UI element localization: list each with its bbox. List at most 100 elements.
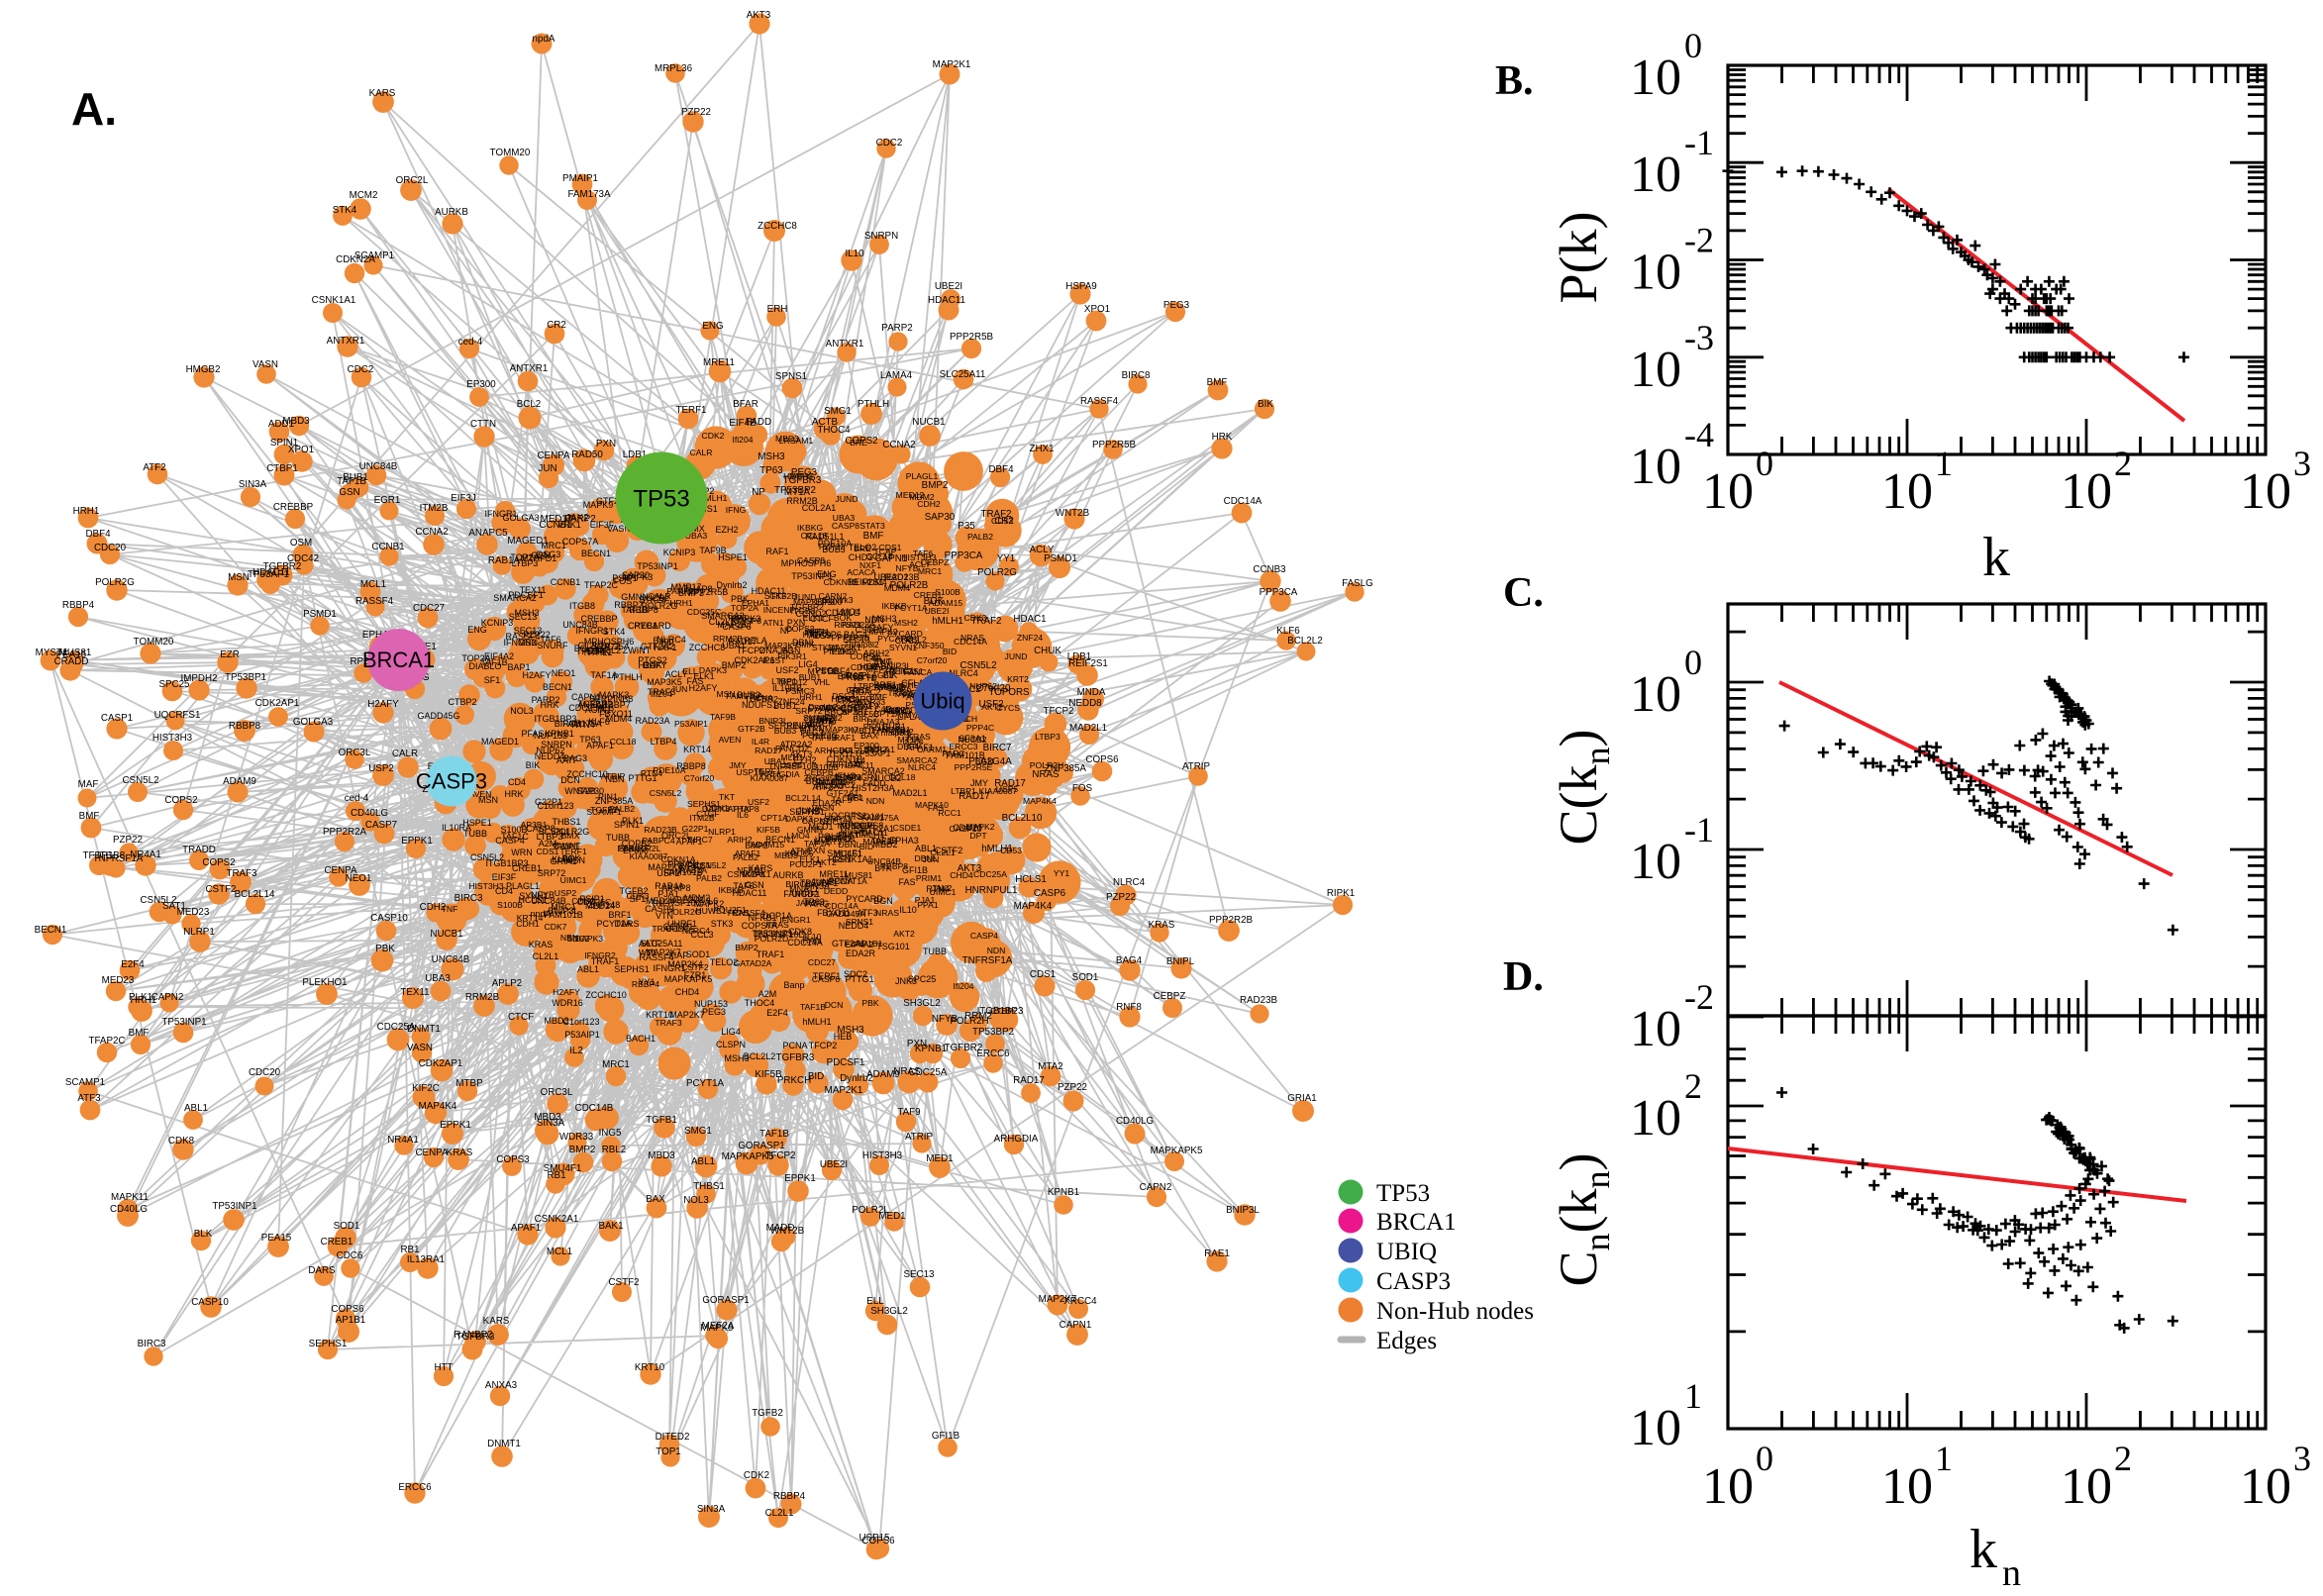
- svg-text:PDCSF1: PDCSF1: [827, 1057, 865, 1068]
- svg-text:CASP6: CASP6: [812, 974, 840, 984]
- svg-text:G22P1: G22P1: [682, 824, 709, 834]
- svg-text:COPS3: COPS3: [785, 624, 814, 634]
- svg-text:CDKN1B: CDKN1B: [824, 577, 858, 587]
- svg-text:-3: -3: [1684, 318, 1714, 357]
- svg-text:TNF: TNF: [442, 904, 458, 914]
- svg-text:DBF4: DBF4: [85, 529, 111, 540]
- svg-text:Dynlrb2: Dynlrb2: [716, 580, 747, 590]
- svg-text:GRIA1: GRIA1: [1287, 1093, 1316, 1104]
- svg-text:HIST3H3: HIST3H3: [862, 1150, 903, 1161]
- svg-text:SNRPN: SNRPN: [864, 231, 898, 242]
- svg-text:CDC6: CDC6: [337, 1250, 363, 1261]
- svg-text:AP3B1: AP3B1: [521, 820, 548, 830]
- svg-text:TGFBR3: TGFBR3: [776, 1052, 815, 1063]
- svg-text:FAM175A: FAM175A: [726, 691, 763, 701]
- svg-text:IMPDH2: IMPDH2: [180, 673, 217, 684]
- svg-text:DBF4: DBF4: [988, 464, 1014, 475]
- svg-text:COPS7A: COPS7A: [562, 537, 599, 547]
- svg-text:P53AIP1: P53AIP1: [674, 719, 708, 729]
- svg-text:TRAF3: TRAF3: [226, 868, 257, 879]
- svg-text:THAP8: THAP8: [683, 584, 712, 594]
- svg-text:ERCC6: ERCC6: [976, 1048, 1010, 1059]
- svg-text:MRE11: MRE11: [703, 357, 735, 368]
- svg-text:CTTN: CTTN: [470, 419, 496, 430]
- svg-text:PSMD1: PSMD1: [1044, 553, 1077, 564]
- svg-text:MAD2L1: MAD2L1: [892, 788, 927, 798]
- svg-text:NLRC4: NLRC4: [1113, 877, 1146, 888]
- svg-text:GORASP1: GORASP1: [702, 1295, 749, 1306]
- svg-text:0: 0: [1684, 26, 1702, 65]
- svg-text:CDK2AP1: CDK2AP1: [419, 1058, 463, 1069]
- svg-text:SOD1: SOD1: [334, 1221, 360, 1232]
- svg-text:k: k: [1970, 1519, 1997, 1580]
- svg-text:ZHX1: ZHX1: [1029, 444, 1054, 454]
- svg-text:ITGB8: ITGB8: [569, 601, 595, 611]
- svg-text:hMLH1: hMLH1: [802, 1017, 831, 1027]
- svg-text:PIP5K1A: PIP5K1A: [824, 647, 858, 656]
- svg-text:RNF8: RNF8: [1116, 1002, 1142, 1013]
- svg-text:BGN: BGN: [873, 896, 893, 906]
- svg-text:WRN: WRN: [511, 848, 533, 857]
- svg-text:PLK1: PLK1: [129, 992, 152, 1003]
- svg-text:POLR2G: POLR2G: [95, 577, 135, 588]
- svg-text:MAGED1: MAGED1: [481, 737, 519, 747]
- svg-text:BCL2L10: BCL2L10: [1002, 813, 1043, 824]
- svg-text:FAS: FAS: [898, 877, 915, 887]
- svg-text:CYCS: CYCS: [996, 703, 1020, 713]
- svg-text:TOMM20: TOMM20: [490, 148, 531, 158]
- svg-text:10: 10: [1630, 245, 1681, 301]
- svg-text:CDC2: CDC2: [348, 364, 374, 375]
- svg-text:TAF9: TAF9: [897, 1107, 920, 1118]
- svg-text:SF1: SF1: [484, 675, 501, 685]
- svg-text:GATAD2A: GATAD2A: [734, 958, 772, 968]
- svg-text:ANXA3: ANXA3: [485, 1380, 518, 1391]
- svg-text:CASP8: CASP8: [797, 555, 825, 565]
- svg-text:BIRC8: BIRC8: [1122, 370, 1151, 381]
- svg-text:DAPK3: DAPK3: [702, 804, 730, 814]
- svg-text:CASP10: CASP10: [191, 1297, 229, 1308]
- svg-text:KRAS: KRAS: [529, 940, 554, 949]
- svg-text:TP53INP1: TP53INP1: [212, 1201, 256, 1212]
- svg-text:TP53INP1: TP53INP1: [161, 1017, 206, 1028]
- svg-text:CSN5L2: CSN5L2: [650, 788, 682, 798]
- svg-text:MCM2: MCM2: [350, 190, 378, 201]
- svg-text:D.: D.: [1503, 954, 1544, 1000]
- svg-text:CSTF2: CSTF2: [681, 962, 708, 972]
- svg-text:USP15: USP15: [858, 1533, 890, 1544]
- svg-text:RAD17: RAD17: [1013, 1075, 1045, 1086]
- svg-text:CASP10: CASP10: [370, 913, 408, 924]
- svg-text:GADD45G: GADD45G: [417, 711, 459, 721]
- svg-text:SMU4F1: SMU4F1: [803, 713, 837, 723]
- svg-text:IL10: IL10: [845, 249, 864, 259]
- svg-text:TP63: TP63: [579, 735, 601, 745]
- svg-text:MAPK11: MAPK11: [111, 1192, 149, 1203]
- svg-text:BIK: BIK: [526, 760, 541, 770]
- svg-text:NUP62: NUP62: [969, 681, 997, 691]
- svg-text:CLSPN: CLSPN: [716, 1040, 746, 1049]
- svg-text:BUB1: BUB1: [799, 672, 822, 682]
- svg-text:PTTG1: PTTG1: [845, 974, 873, 984]
- svg-text:C4R: C4R: [874, 704, 891, 714]
- svg-text:CDC14A: CDC14A: [825, 901, 858, 911]
- svg-text:JUN: JUN: [538, 463, 556, 474]
- svg-text:TOP1: TOP1: [656, 1446, 680, 1457]
- svg-text:CASP8: CASP8: [832, 521, 859, 531]
- svg-text:NR4A1: NR4A1: [387, 1135, 419, 1146]
- svg-text:FAM173A: FAM173A: [567, 189, 610, 200]
- svg-text:KARS: KARS: [483, 1316, 510, 1327]
- svg-text:0: 0: [1684, 643, 1702, 682]
- svg-text:Banp: Banp: [783, 980, 804, 990]
- svg-text:EPPK1: EPPK1: [784, 1173, 816, 1184]
- svg-text:TAF1B: TAF1B: [759, 1129, 789, 1140]
- svg-text:VASN: VASN: [252, 359, 278, 370]
- svg-text:PPP3CA: PPP3CA: [1260, 587, 1298, 598]
- svg-text:C7orf20: C7orf20: [917, 655, 948, 665]
- svg-text:10: 10: [1702, 1458, 1754, 1515]
- svg-text:CSNK1A1: CSNK1A1: [312, 295, 356, 306]
- svg-text:DCN: DCN: [825, 1000, 844, 1010]
- svg-text:TUBB: TUBB: [606, 833, 630, 843]
- svg-text:ANTXR1: ANTXR1: [510, 363, 549, 374]
- svg-text:npdA: npdA: [533, 34, 556, 45]
- svg-text:IKBKB: IKBKB: [881, 601, 907, 611]
- svg-text:MAF: MAF: [846, 670, 863, 680]
